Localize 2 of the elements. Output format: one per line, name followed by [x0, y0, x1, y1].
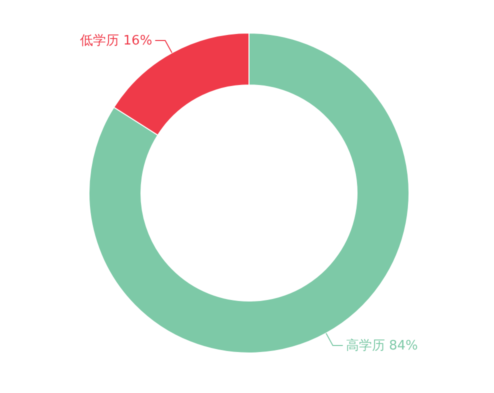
slice-label: 低学历 16% — [80, 34, 152, 49]
slice-label: 高学历 84% — [346, 337, 418, 354]
